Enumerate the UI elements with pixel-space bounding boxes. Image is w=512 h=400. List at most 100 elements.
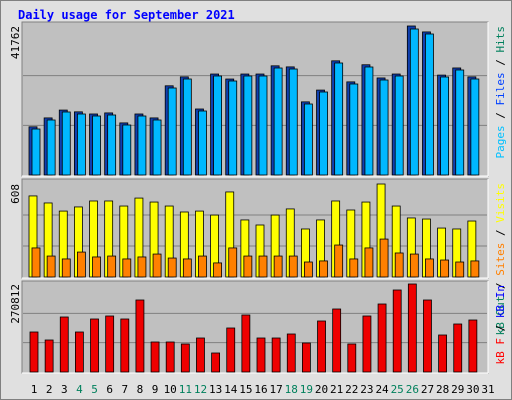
bar	[46, 255, 56, 278]
bar	[31, 128, 41, 176]
bar	[182, 78, 192, 176]
bar	[286, 333, 296, 373]
bar	[243, 75, 253, 176]
legend-entry: Pages	[494, 125, 507, 158]
x-tick-label: 1	[31, 383, 38, 396]
x-tick-label: 16	[254, 383, 267, 396]
bar	[61, 111, 71, 176]
y-tick-label: 608	[9, 184, 22, 204]
bar	[470, 78, 480, 176]
bar	[303, 261, 313, 278]
chart-title: Daily usage for September 2021	[18, 8, 235, 22]
bar	[92, 256, 101, 278]
bar	[77, 251, 86, 278]
bar	[438, 334, 448, 373]
bar	[349, 258, 359, 278]
x-tick-label: 4	[76, 383, 83, 396]
legend: kB F / kB In	[494, 285, 507, 365]
legend-entry: Files	[494, 72, 507, 105]
bar	[228, 247, 238, 278]
bar	[107, 255, 117, 278]
bar	[453, 323, 463, 373]
x-tick-label: 28	[436, 383, 449, 396]
bar	[440, 259, 450, 278]
legend-entry: Hits	[494, 26, 507, 53]
bar	[258, 75, 268, 176]
bar	[213, 75, 223, 176]
bar	[319, 91, 328, 176]
x-tick-label: 3	[61, 383, 68, 396]
legend-entry: kB In	[494, 285, 507, 318]
y-tick-label: 270812	[9, 284, 22, 324]
bar	[409, 28, 419, 176]
bar	[288, 68, 298, 176]
bar	[211, 352, 221, 373]
x-tick-label: 21	[330, 383, 343, 396]
bar	[273, 67, 283, 176]
x-tick-label: 5	[91, 383, 98, 396]
bar	[152, 119, 162, 176]
legend-separator: /	[494, 106, 507, 126]
y-tick-label: 41762	[9, 26, 22, 59]
bar	[198, 255, 207, 278]
bar	[92, 115, 101, 176]
x-tick-label: 20	[315, 383, 328, 396]
bar	[455, 261, 465, 278]
bar	[105, 315, 115, 373]
bar	[61, 258, 71, 278]
x-tick-label: 11	[179, 383, 192, 396]
bar	[198, 110, 207, 176]
bar	[77, 113, 86, 176]
x-tick-label: 22	[345, 383, 358, 396]
legend-entry: kB Out	[494, 296, 507, 336]
bar	[409, 253, 419, 278]
bar	[75, 331, 84, 373]
bar	[165, 341, 175, 373]
x-tick-label: 8	[137, 383, 144, 396]
legend-separator: /	[494, 223, 507, 243]
bar	[29, 331, 39, 373]
bar	[364, 247, 374, 278]
legend: Pages / Files / Hits	[494, 26, 507, 159]
x-tick-label: 23	[360, 383, 373, 396]
bar	[392, 289, 402, 373]
bar	[334, 244, 344, 278]
bar	[470, 260, 480, 278]
bar	[394, 75, 404, 176]
legend-separator: /	[494, 318, 507, 338]
legend-separator: /	[494, 276, 507, 296]
bar	[349, 83, 359, 176]
bar	[152, 253, 162, 278]
bar	[362, 315, 372, 373]
bar	[46, 119, 56, 176]
bar	[122, 124, 132, 176]
bar	[258, 255, 268, 278]
bar	[271, 337, 281, 373]
x-tick-label: 25	[391, 383, 404, 396]
bar	[319, 260, 328, 278]
bar	[347, 343, 357, 373]
x-tick-label: 30	[466, 383, 479, 396]
x-tick-label: 7	[121, 383, 128, 396]
bar	[59, 316, 69, 373]
bar	[213, 262, 223, 278]
x-tick-label: 18	[285, 383, 298, 396]
x-tick-label: 17	[270, 383, 283, 396]
x-tick-label: 9	[152, 383, 159, 396]
bar	[334, 62, 344, 176]
x-tick-label: 14	[224, 383, 238, 396]
bar	[44, 339, 54, 373]
x-tick-label: 6	[106, 383, 113, 396]
bar	[301, 342, 311, 373]
x-tick-label: 2	[46, 383, 53, 396]
bar	[226, 327, 236, 373]
bar	[122, 258, 132, 278]
bar	[137, 115, 147, 176]
bar	[241, 314, 251, 373]
x-tick-label: 13	[209, 383, 222, 396]
bar	[332, 308, 342, 373]
bar	[440, 76, 450, 176]
bar	[196, 337, 205, 373]
bar	[377, 303, 387, 373]
bar	[228, 80, 238, 176]
